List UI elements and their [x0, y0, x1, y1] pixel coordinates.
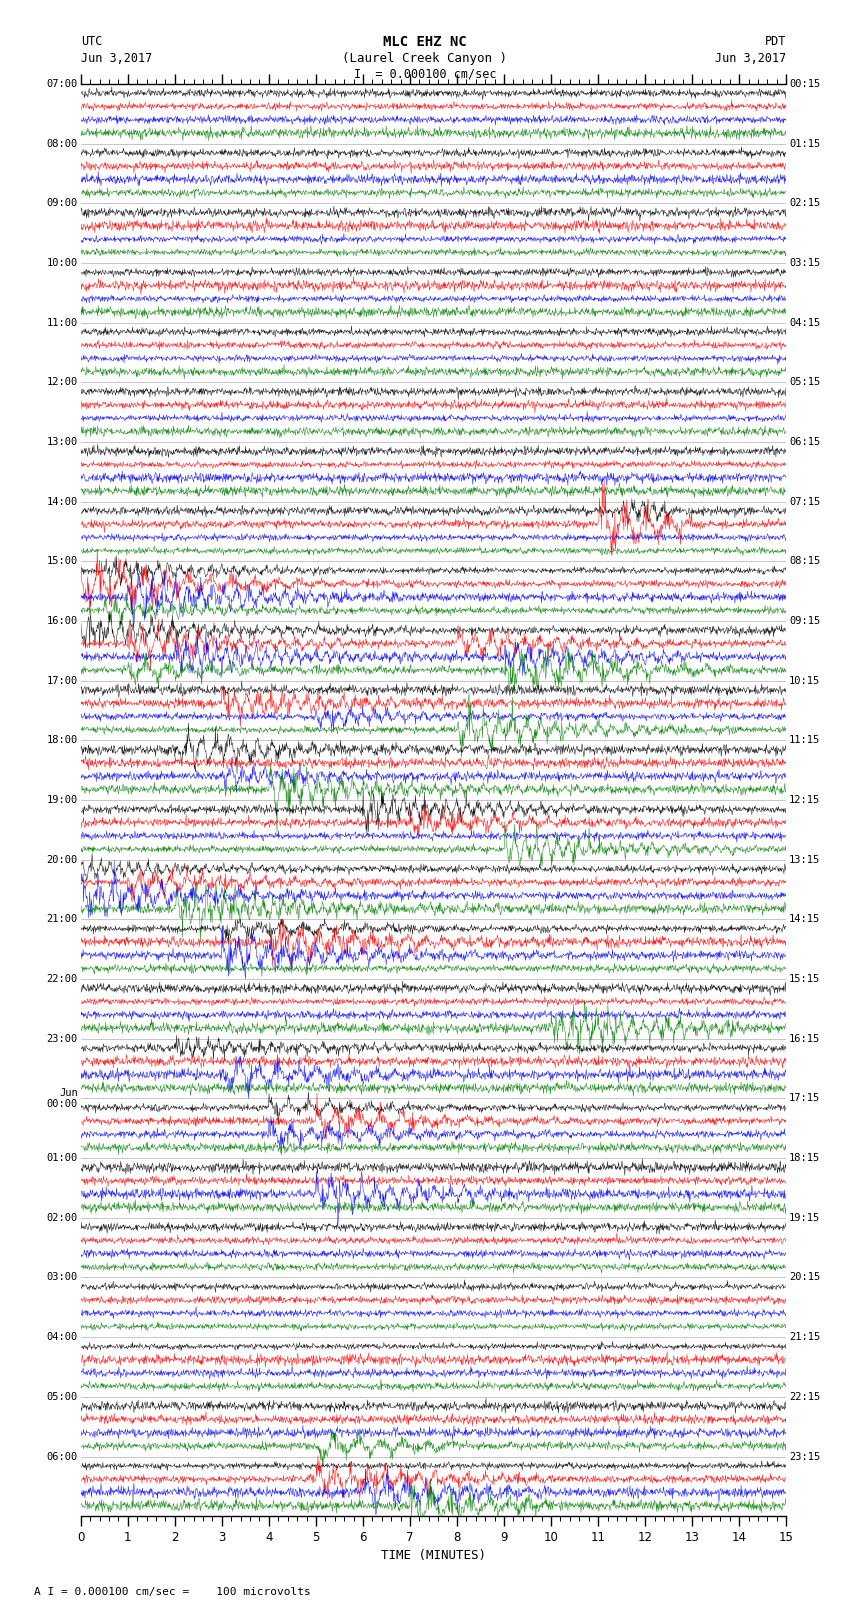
Text: 15:15: 15:15: [789, 974, 820, 984]
Text: 23:00: 23:00: [47, 1034, 78, 1044]
Text: 09:15: 09:15: [789, 616, 820, 626]
Text: 09:00: 09:00: [47, 198, 78, 208]
Text: 16:15: 16:15: [789, 1034, 820, 1044]
Text: 13:00: 13:00: [47, 437, 78, 447]
X-axis label: TIME (MINUTES): TIME (MINUTES): [381, 1550, 486, 1563]
Text: 12:15: 12:15: [789, 795, 820, 805]
Text: 19:15: 19:15: [789, 1213, 820, 1223]
Text: Jun
00:00: Jun 00:00: [47, 1087, 78, 1110]
Text: 03:00: 03:00: [47, 1273, 78, 1282]
Text: 20:15: 20:15: [789, 1273, 820, 1282]
Text: 12:00: 12:00: [47, 377, 78, 387]
Text: 21:00: 21:00: [47, 915, 78, 924]
Text: 05:00: 05:00: [47, 1392, 78, 1402]
Text: MLC EHZ NC: MLC EHZ NC: [383, 35, 467, 50]
Text: 21:15: 21:15: [789, 1332, 820, 1342]
Text: Jun 3,2017: Jun 3,2017: [81, 52, 152, 65]
Text: 14:00: 14:00: [47, 497, 78, 506]
Text: 07:00: 07:00: [47, 79, 78, 89]
Text: 01:15: 01:15: [789, 139, 820, 148]
Text: 18:15: 18:15: [789, 1153, 820, 1163]
Text: 00:15: 00:15: [789, 79, 820, 89]
Text: 20:00: 20:00: [47, 855, 78, 865]
Text: 15:00: 15:00: [47, 556, 78, 566]
Text: 04:00: 04:00: [47, 1332, 78, 1342]
Text: 11:00: 11:00: [47, 318, 78, 327]
Text: 10:15: 10:15: [789, 676, 820, 686]
Text: 23:15: 23:15: [789, 1452, 820, 1461]
Text: 08:00: 08:00: [47, 139, 78, 148]
Text: 01:00: 01:00: [47, 1153, 78, 1163]
Text: 02:15: 02:15: [789, 198, 820, 208]
Text: 04:15: 04:15: [789, 318, 820, 327]
Text: 03:15: 03:15: [789, 258, 820, 268]
Text: 13:15: 13:15: [789, 855, 820, 865]
Text: 06:00: 06:00: [47, 1452, 78, 1461]
Text: UTC: UTC: [81, 35, 102, 48]
Text: 18:00: 18:00: [47, 736, 78, 745]
Text: 19:00: 19:00: [47, 795, 78, 805]
Text: 07:15: 07:15: [789, 497, 820, 506]
Text: 16:00: 16:00: [47, 616, 78, 626]
Text: 11:15: 11:15: [789, 736, 820, 745]
Text: 14:15: 14:15: [789, 915, 820, 924]
Text: 22:00: 22:00: [47, 974, 78, 984]
Text: 10:00: 10:00: [47, 258, 78, 268]
Text: 05:15: 05:15: [789, 377, 820, 387]
Text: 17:00: 17:00: [47, 676, 78, 686]
Text: 02:00: 02:00: [47, 1213, 78, 1223]
Text: Jun 3,2017: Jun 3,2017: [715, 52, 786, 65]
Text: PDT: PDT: [765, 35, 786, 48]
Text: A I = 0.000100 cm/sec =    100 microvolts: A I = 0.000100 cm/sec = 100 microvolts: [34, 1587, 311, 1597]
Text: 06:15: 06:15: [789, 437, 820, 447]
Text: I  = 0.000100 cm/sec: I = 0.000100 cm/sec: [354, 68, 496, 81]
Text: (Laurel Creek Canyon ): (Laurel Creek Canyon ): [343, 52, 507, 65]
Text: 17:15: 17:15: [789, 1094, 820, 1103]
Text: 22:15: 22:15: [789, 1392, 820, 1402]
Text: 08:15: 08:15: [789, 556, 820, 566]
